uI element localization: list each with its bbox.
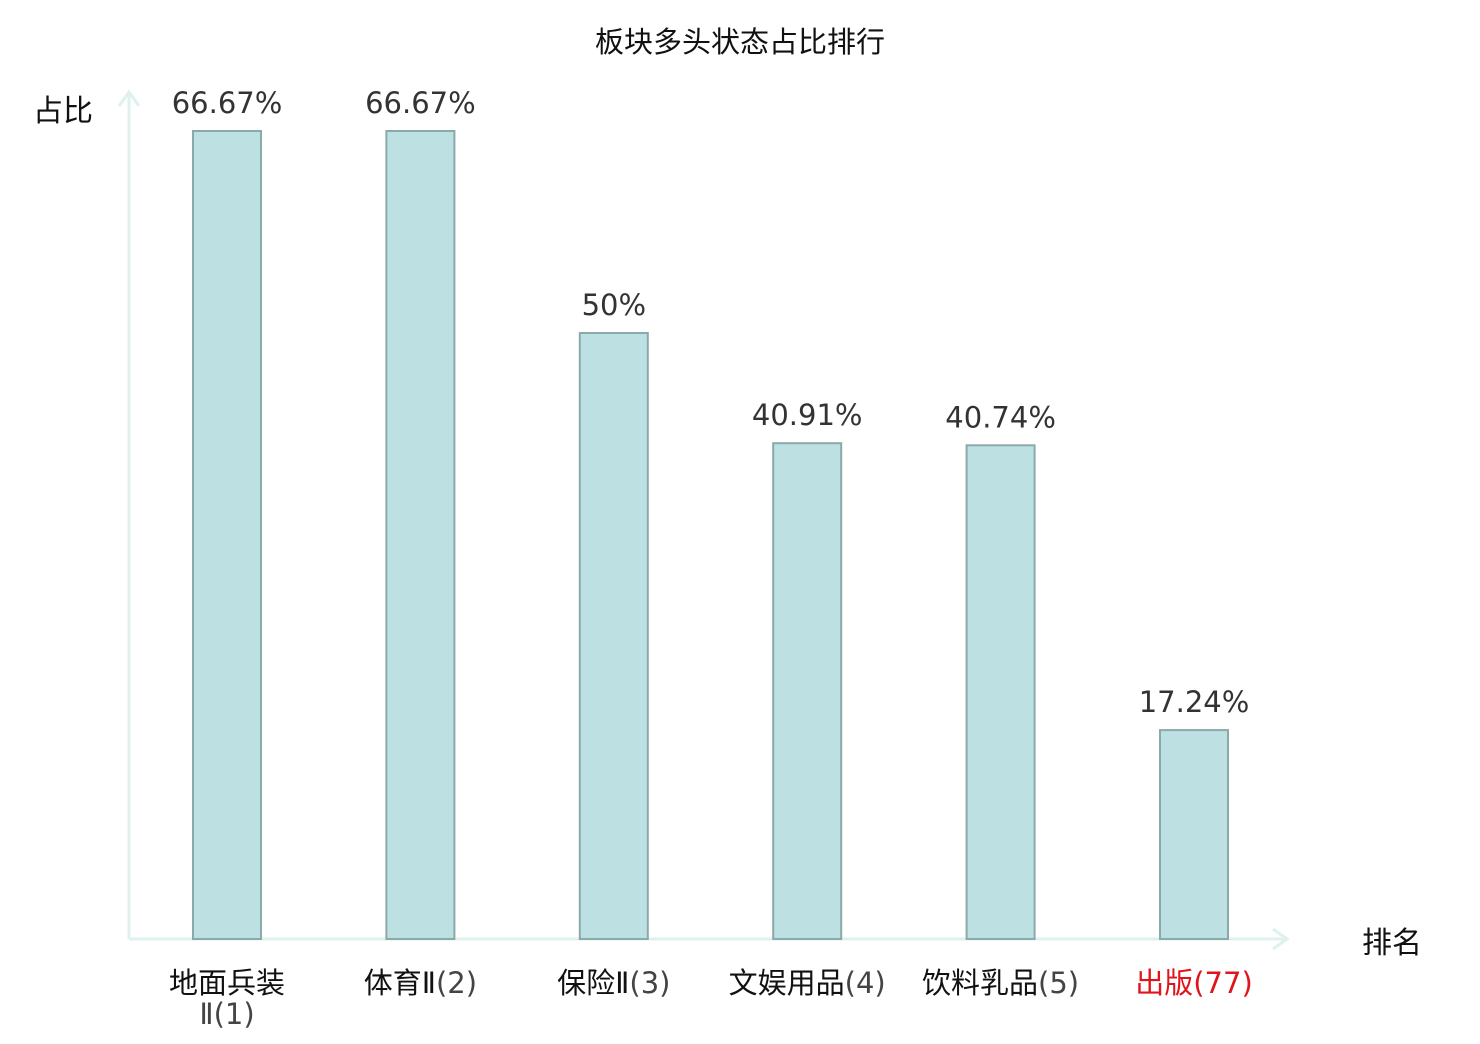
category-name-2: 体育Ⅱ — [364, 966, 436, 1000]
category-name-4: 文娱用品 — [729, 966, 845, 1000]
category-label-6: 出版(77) — [1135, 966, 1253, 1000]
value-label-5: 40.74% — [945, 400, 1056, 434]
category-rank-6: (77) — [1193, 966, 1253, 1000]
value-label-6: 17.24% — [1139, 685, 1250, 719]
value-label-4: 40.91% — [752, 398, 863, 432]
category-label-4: 文娱用品(4) — [729, 966, 886, 1000]
category-label-1-line2: Ⅱ(1) — [199, 997, 254, 1031]
value-label-1: 66.67% — [172, 86, 283, 120]
bar-3 — [578, 332, 649, 940]
x-axis-arrow-icon — [1272, 927, 1290, 951]
category-rank-5: (5) — [1038, 966, 1079, 1000]
category-label-5: 饮料乳品(5) — [922, 966, 1079, 1000]
category-name-5: 饮料乳品 — [922, 966, 1038, 1000]
category-rank-1: (1) — [214, 997, 255, 1031]
category-rank-3: (3) — [629, 966, 670, 1000]
value-label-3: 50% — [582, 288, 646, 322]
category-name-3: 保险Ⅱ — [557, 966, 629, 1000]
value-labels-group: 66.67% 66.67% 50% 40.91% 40.74% 17.24% — [172, 86, 1250, 719]
x-axis-label: 排名 — [1362, 926, 1422, 961]
category-rank-4: (4) — [845, 966, 886, 1000]
axes — [117, 89, 1290, 951]
category-label-3: 保险Ⅱ(3) — [557, 966, 670, 1000]
category-label-2: 体育Ⅱ(2) — [364, 966, 477, 1000]
bar-2 — [385, 130, 456, 940]
bar-1 — [192, 130, 262, 940]
category-label-1: 地面兵装 — [169, 966, 285, 1000]
category-name-6: 出版 — [1135, 966, 1193, 1000]
chart-title: 板块多头状态占比排行 — [595, 25, 885, 59]
y-axis-label: 占比 — [33, 94, 93, 129]
bar-5 — [965, 444, 1036, 940]
y-axis-arrow-icon — [117, 89, 141, 107]
category-rank-2: (2) — [436, 966, 477, 1000]
bar-4 — [772, 442, 843, 940]
category-name-1: 地面兵装 — [169, 966, 285, 1000]
bar-6 — [1159, 729, 1229, 940]
value-label-2: 66.67% — [365, 86, 476, 120]
bars-group — [192, 130, 1229, 940]
category-name-suffix-1: Ⅱ — [199, 997, 213, 1031]
